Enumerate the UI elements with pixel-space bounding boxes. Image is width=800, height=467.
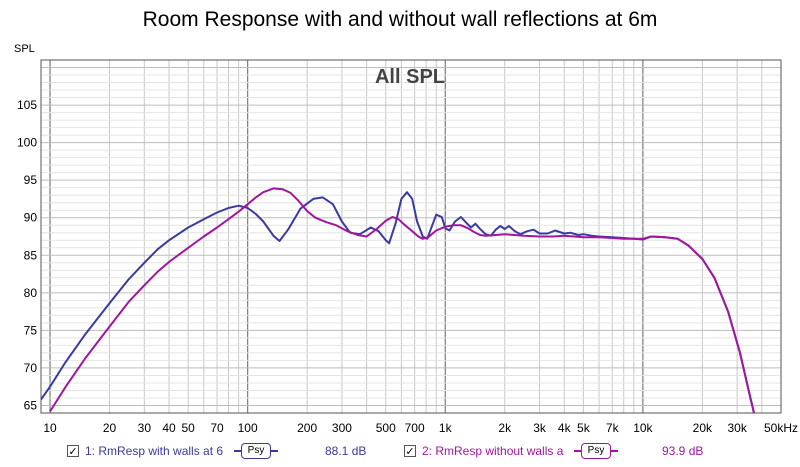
- x-tick-label: 40: [162, 421, 176, 435]
- x-tick-label: 20: [103, 421, 117, 435]
- x-tick-label: 3k: [533, 421, 547, 435]
- y-tick-label: 65: [24, 398, 38, 412]
- psy-toggle-1[interactable]: Psy: [234, 443, 278, 459]
- legend: ✓ 1: RmResp with walls at 6 Psy 88.1 dB …: [0, 443, 800, 462]
- legend-checkbox-2[interactable]: ✓: [404, 445, 416, 458]
- x-tick-label: 7k: [606, 421, 620, 435]
- psy-button-2[interactable]: Psy: [581, 443, 611, 459]
- legend-swatch-1: [234, 450, 241, 452]
- legend-label-1: 1: RmResp with walls at 6: [85, 444, 224, 458]
- y-axis-label: SPL: [14, 43, 35, 55]
- series-line-2: [49, 187, 755, 413]
- y-tick-label: 80: [24, 286, 38, 300]
- legend-item-1[interactable]: ✓ 1: RmResp with walls at 6: [67, 444, 223, 458]
- psy-toggle-2[interactable]: Psy: [574, 443, 618, 459]
- legend-value-2: 93.9 dB: [662, 444, 704, 458]
- legend-label-2: 2: RmResp without walls a: [422, 444, 564, 458]
- chart-subtitle: All SPL: [375, 66, 445, 88]
- x-tick-label: 100: [238, 421, 258, 435]
- x-tick-label: 10: [43, 421, 57, 435]
- legend-checkbox-1[interactable]: ✓: [67, 445, 79, 458]
- y-tick-label: 105: [17, 98, 37, 112]
- x-tick-label: 30k: [727, 421, 747, 435]
- chart-title: Room Response with and without wall refl…: [142, 8, 658, 31]
- y-tick-label: 95: [24, 173, 38, 187]
- x-tick-label: 10k: [633, 421, 653, 435]
- x-tick-label: 4k: [558, 421, 572, 435]
- x-tick-label: 5k: [577, 421, 591, 435]
- y-tick-label: 75: [24, 323, 38, 337]
- y-tick-label: 100: [17, 136, 37, 150]
- x-tick-label: 1k: [439, 421, 453, 435]
- x-tick-label: 70: [210, 421, 224, 435]
- y-tick-label: 70: [24, 361, 38, 375]
- plot-frame: [40, 59, 782, 414]
- y-tick-label: 90: [24, 211, 38, 225]
- x-tick-label: 2k: [498, 421, 512, 435]
- x-tick-label: 200: [297, 421, 317, 435]
- legend-swatch-1b: [271, 450, 278, 452]
- legend-swatch-2: [574, 450, 581, 452]
- x-tick-label: 30: [138, 421, 152, 435]
- legend-item-2[interactable]: ✓ 2: RmResp without walls a: [404, 444, 563, 458]
- x-tick-label: 700: [405, 421, 425, 435]
- psy-button-1[interactable]: Psy: [241, 443, 271, 459]
- x-tick-label: 300: [332, 421, 352, 435]
- y-tick-label: 85: [24, 248, 38, 262]
- x-tick-label: 50kHz: [764, 421, 798, 435]
- x-tick-label: 50: [181, 421, 195, 435]
- legend-swatch-2b: [611, 450, 618, 452]
- x-tick-label: 500: [376, 421, 396, 435]
- legend-value-1: 88.1 dB: [325, 444, 367, 458]
- x-tick-label: 20k: [693, 421, 713, 435]
